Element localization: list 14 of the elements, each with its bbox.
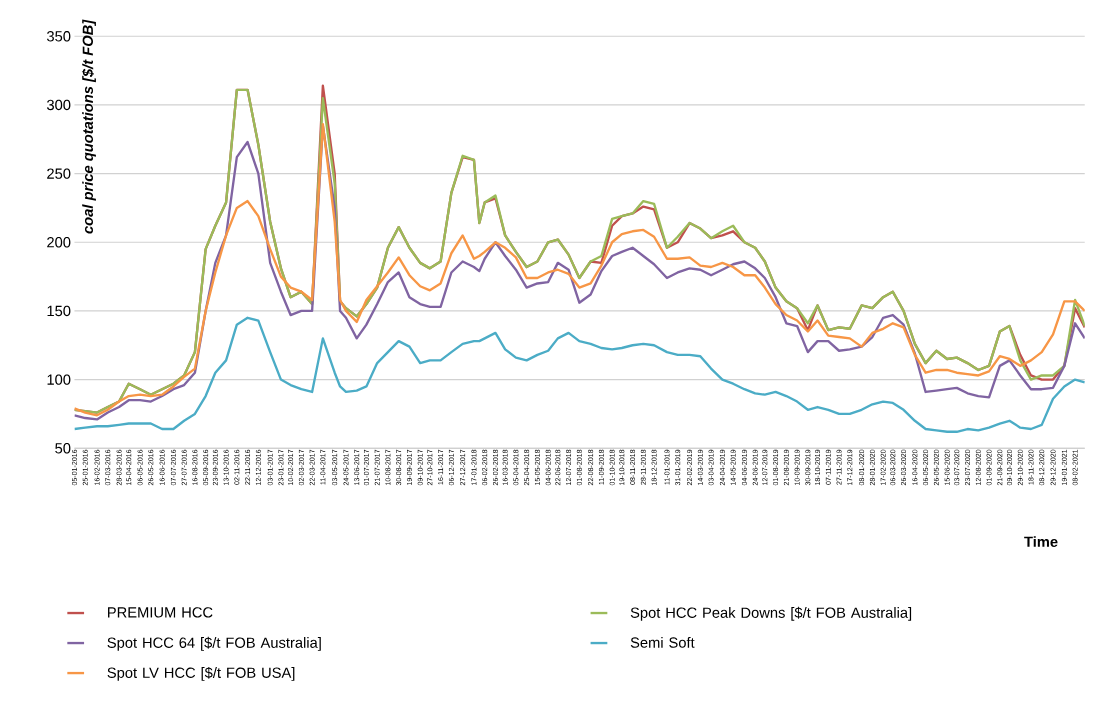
y-tick-label: 50	[55, 442, 71, 454]
y-tick-label: 350	[46, 30, 71, 42]
legend-label: Spot HCC 64 [$/t FOB Australia]	[107, 636, 321, 651]
y-tick-label: 250	[47, 168, 71, 179]
legend-label: PREMIUM HCC	[108, 607, 213, 618]
y-tick-label: 100	[47, 374, 71, 385]
y-tick-label: 150	[47, 305, 71, 317]
legend-label: Semi Soft	[630, 636, 695, 648]
x-axis-title: Time	[1024, 536, 1058, 547]
y-axis-title: coal price quotations [$/t FOB]	[81, 19, 96, 234]
legend-label: Spot HCC Peak Downs [$/t FOB Australia]	[630, 606, 912, 621]
y-tick-label: 300	[46, 99, 71, 111]
y-tick-label: 200	[47, 236, 71, 248]
legend-label: Spot LV HCC [$/t FOB USA]	[107, 666, 295, 681]
